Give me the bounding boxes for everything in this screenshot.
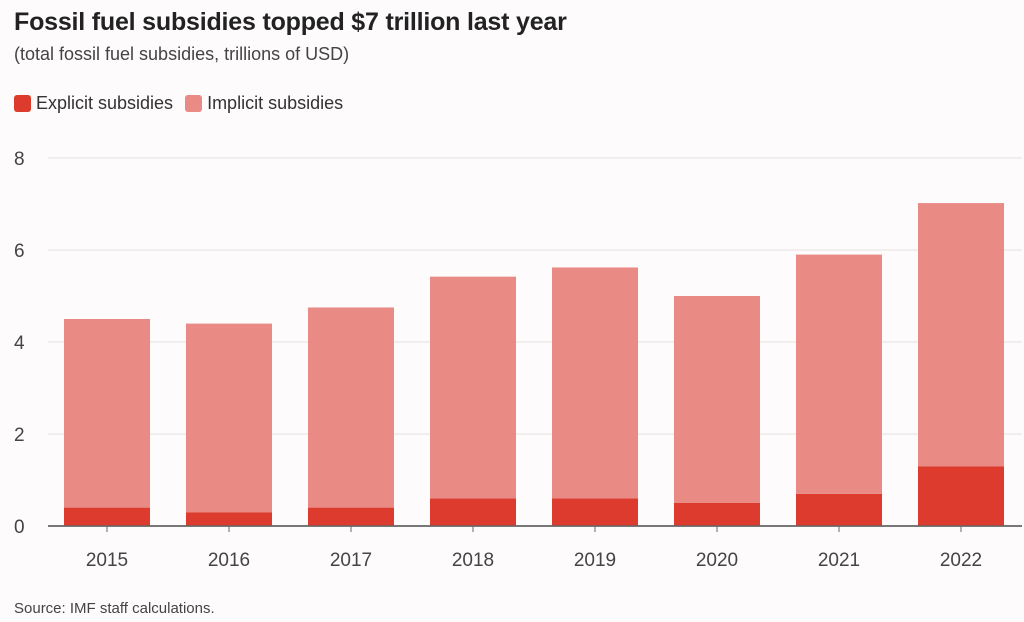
x-tick-label: 2019 [574, 550, 616, 571]
bar-explicit [186, 512, 272, 526]
bar-implicit [186, 323, 272, 513]
legend-swatch-explicit [14, 95, 31, 112]
x-tick-label: 2016 [208, 550, 250, 571]
bar-implicit [430, 276, 516, 499]
bar-implicit [918, 203, 1004, 467]
legend: Explicit subsidies Implicit subsidies [14, 93, 355, 114]
x-tick-label: 2020 [696, 550, 738, 571]
bar-explicit [430, 498, 516, 526]
x-tick-label: 2015 [86, 550, 128, 571]
x-tick-label: 2021 [818, 550, 860, 571]
source-note: Source: IMF staff calculations. [14, 600, 215, 617]
y-tick-label: 8 [14, 149, 25, 170]
bar-implicit [552, 267, 638, 499]
bar-explicit [674, 503, 760, 526]
y-tick-label: 2 [14, 425, 25, 446]
y-tick-label: 6 [14, 241, 25, 262]
x-tick-label: 2022 [940, 550, 982, 571]
x-tick-label: 2017 [330, 550, 372, 571]
bar-explicit [796, 493, 882, 526]
bar-explicit [308, 507, 394, 526]
legend-item-explicit: Explicit subsidies [14, 93, 173, 114]
legend-label-explicit: Explicit subsidies [36, 93, 174, 113]
bar-implicit [674, 296, 760, 503]
bar-implicit [308, 307, 394, 508]
chart-subtitle: (total fossil fuel subsidies, trillions … [14, 44, 350, 64]
legend-item-implicit: Implicit subsidies [185, 93, 343, 114]
bar-explicit [64, 507, 150, 526]
legend-swatch-implicit [185, 95, 203, 112]
x-tick-label: 2018 [452, 550, 494, 571]
bar-explicit [918, 466, 1004, 526]
bar-explicit [552, 498, 638, 526]
bar-implicit [796, 254, 882, 494]
bar-implicit [64, 319, 150, 508]
y-tick-label: 4 [14, 333, 25, 354]
y-tick-label: 0 [14, 517, 25, 538]
chart-title: Fossil fuel subsidies topped $7 trillion… [14, 8, 567, 36]
legend-label-implicit: Implicit subsidies [207, 93, 344, 113]
